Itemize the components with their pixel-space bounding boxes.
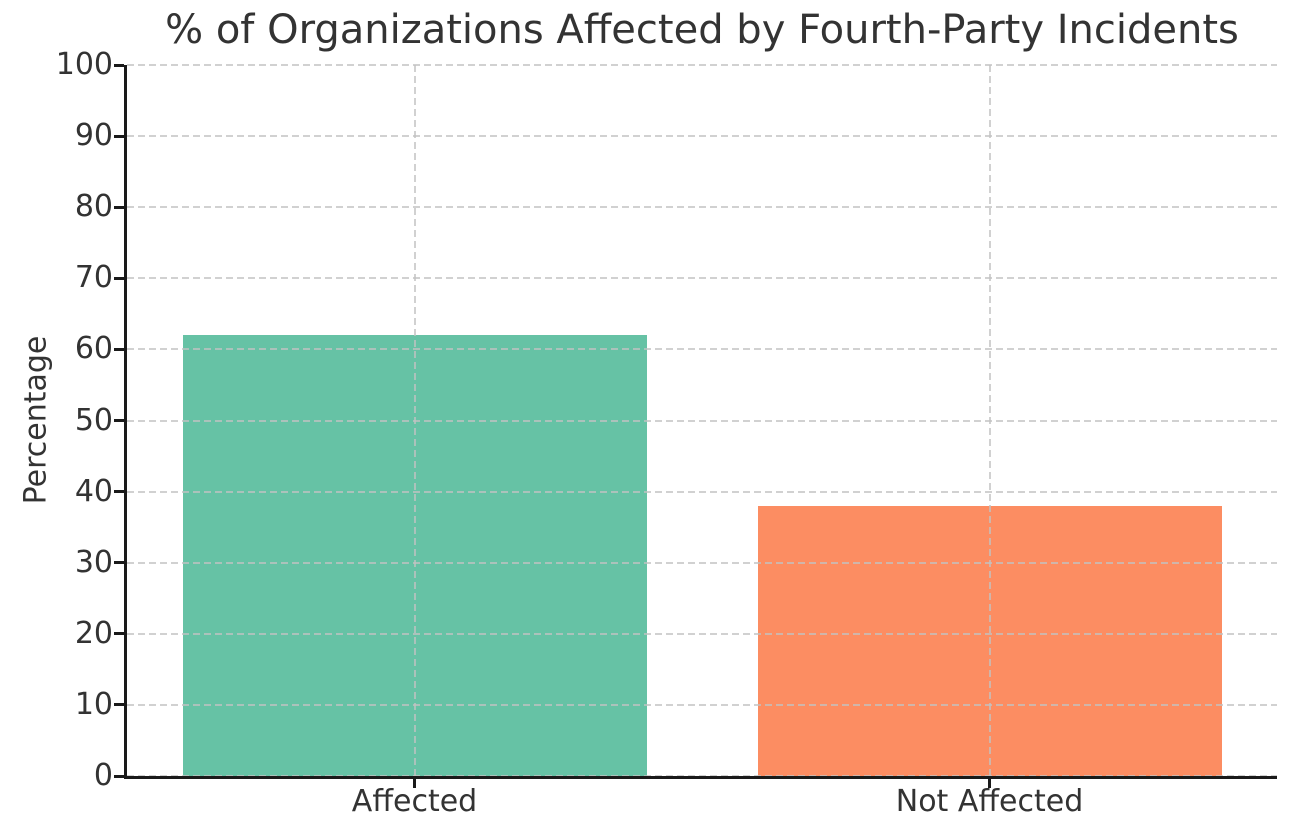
y-tick-label: 60 — [74, 331, 113, 367]
gridline-vertical — [988, 65, 991, 776]
chart-title: % of Organizations Affected by Fourth-Pa… — [165, 7, 1239, 53]
gridline-horizontal — [127, 419, 1277, 422]
y-axis-tick — [114, 419, 124, 422]
y-axis-tick — [114, 134, 124, 138]
y-tick-label: 90 — [74, 118, 113, 154]
y-axis-tick — [114, 347, 124, 351]
y-tick-label: 0 — [93, 758, 113, 793]
gridline-horizontal — [127, 64, 1277, 66]
gridline-horizontal — [127, 490, 1277, 493]
gridline-horizontal — [127, 561, 1277, 564]
y-tick-label: 10 — [74, 686, 113, 722]
x-tick-label: Not Affected — [895, 784, 1084, 819]
y-tick-label: 80 — [74, 189, 113, 225]
y-tick-label: 40 — [74, 473, 113, 509]
gridline-vertical — [413, 65, 416, 776]
gridline-horizontal — [127, 348, 1277, 351]
y-tick-label: 20 — [74, 615, 113, 651]
gridline-horizontal — [127, 206, 1277, 209]
y-tick-label: 100 — [55, 47, 113, 82]
gridline-horizontal — [127, 277, 1277, 280]
y-axis-tick — [114, 632, 124, 636]
y-axis-tick — [114, 561, 124, 565]
y-tick-label: 70 — [74, 260, 113, 296]
y-axis-line — [124, 65, 127, 779]
gridline-horizontal — [127, 135, 1277, 138]
y-axis-tick — [114, 774, 124, 778]
y-axis-tick — [114, 703, 124, 707]
x-axis-tick — [988, 778, 991, 788]
y-axis-tick — [114, 490, 124, 494]
y-tick-label: 30 — [74, 544, 113, 580]
x-axis-line — [124, 776, 1277, 779]
y-tick-label: 50 — [74, 402, 113, 438]
gridline-horizontal — [127, 703, 1277, 706]
y-axis-tick — [114, 205, 124, 209]
gridline-horizontal — [127, 632, 1277, 635]
y-axis-tick — [114, 276, 124, 280]
x-tick-label: Affected — [351, 784, 478, 819]
y-axis-tick — [114, 63, 124, 67]
x-axis-tick — [413, 778, 416, 788]
